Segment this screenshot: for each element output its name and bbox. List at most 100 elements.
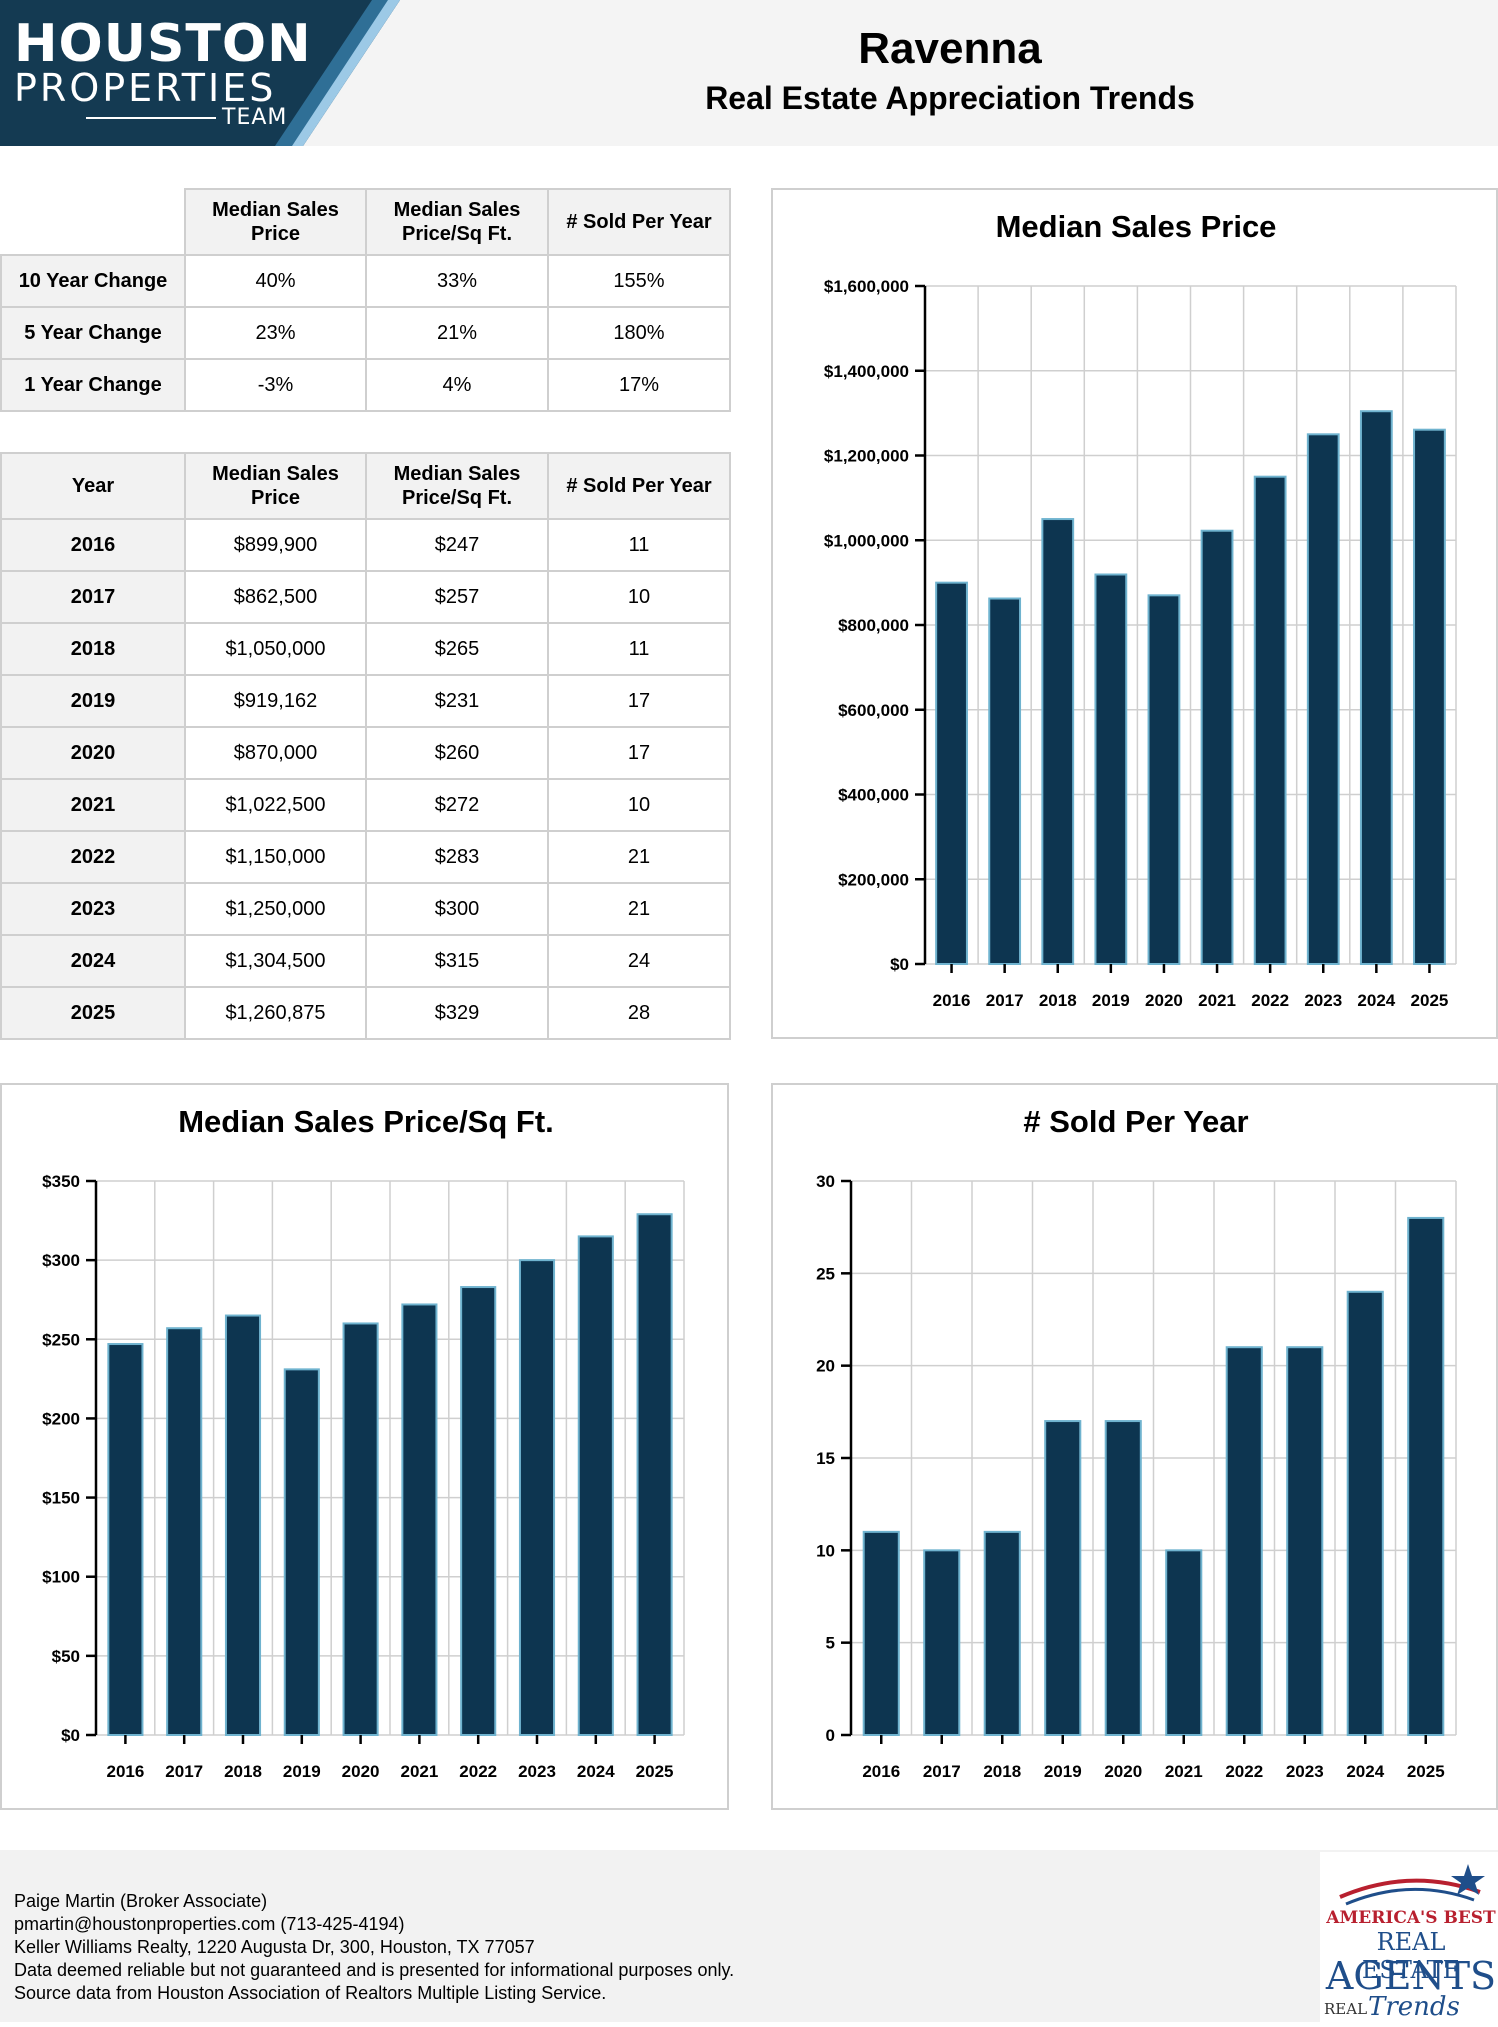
table-cell: 11 xyxy=(547,518,731,572)
table-row: 1 Year Change -3% 4% 17% xyxy=(0,358,731,412)
logo-line-2: PROPERTIES xyxy=(14,66,277,110)
table-row: 2021 $1,022,500 $272 10 xyxy=(0,778,731,832)
x-tick-label: 2019 xyxy=(1044,1762,1082,1781)
table-cell: $315 xyxy=(365,934,549,988)
x-tick-label: 2022 xyxy=(459,1762,497,1781)
row-label: 5 Year Change xyxy=(0,306,186,360)
bar-2025 xyxy=(636,1213,673,1737)
page-subtitle: Real Estate Appreciation Trends xyxy=(705,80,1195,116)
disclaimer: Data deemed reliable but not guaranteed … xyxy=(14,1960,735,1980)
bar-2019 xyxy=(283,1368,320,1736)
year-cell: 2021 xyxy=(0,778,186,832)
year-header-year: Year xyxy=(0,452,186,520)
table-row: 2022 $1,150,000 $283 21 xyxy=(0,830,731,884)
year-cell: 2022 xyxy=(0,830,186,884)
y-tick-label: $800,000 xyxy=(838,616,909,635)
bar-2016 xyxy=(107,1343,144,1736)
y-tick-label: 25 xyxy=(816,1264,835,1283)
table-cell: 10 xyxy=(547,778,731,832)
badge-line-3: AGENTS xyxy=(1325,1954,1497,1998)
bar-2017 xyxy=(988,597,1022,965)
table-cell: $862,500 xyxy=(184,570,367,624)
table-cell: 17 xyxy=(547,726,731,780)
sold-per-year-chart: # Sold Per Year 0 5 10 15 20 25 30 2016 2017 2018 2… xyxy=(771,1083,1498,1810)
y-tick-label: $1,400,000 xyxy=(824,362,909,381)
bar-2023 xyxy=(1306,433,1340,965)
x-tick-label: 2020 xyxy=(1145,991,1183,1010)
x-tick-label: 2021 xyxy=(1198,991,1236,1010)
x-tick-label: 2018 xyxy=(224,1762,262,1781)
bar-2017 xyxy=(923,1549,961,1737)
median-price-chart-svg: Median Sales Price $0 $200,000 $400,000 $600… xyxy=(824,209,1457,1010)
table-cell: 40% xyxy=(184,254,367,308)
year-cell: 2019 xyxy=(0,674,186,728)
chart-title: Median Sales Price/Sq Ft. xyxy=(178,1104,554,1139)
bar-2024 xyxy=(577,1235,614,1736)
x-tick-label: 2022 xyxy=(1225,1762,1263,1781)
x-tick-label: 2017 xyxy=(986,991,1024,1010)
brokerage-address: Keller Williams Realty, 1220 Augusta Dr,… xyxy=(14,1937,535,1957)
x-tick-label: 2024 xyxy=(577,1762,615,1781)
bar-2024 xyxy=(1359,410,1393,965)
x-tick-label: 2021 xyxy=(1165,1762,1203,1781)
x-tick-label: 2018 xyxy=(1039,991,1077,1010)
bar-2017 xyxy=(166,1327,203,1736)
table-cell: $257 xyxy=(365,570,549,624)
y-tick-label: 10 xyxy=(816,1541,835,1560)
year-cell: 2016 xyxy=(0,518,186,572)
bar-2020 xyxy=(1147,594,1181,965)
logo-line-3: TEAM xyxy=(222,105,288,130)
bar-2025 xyxy=(1413,428,1446,965)
americas-best-badge: AMERICA'S BEST REAL ESTATE AGENTS REAL T… xyxy=(1320,1852,1498,2022)
x-tick-label: 2017 xyxy=(923,1762,961,1781)
y-tick-label: 20 xyxy=(816,1357,835,1376)
y-tick-label: 0 xyxy=(826,1726,835,1745)
table-row: 5 Year Change 23% 21% 180% xyxy=(0,306,731,360)
year-header-sqft: Median Sales Price/Sq Ft. xyxy=(365,452,549,520)
logo-line-1: HOUSTON xyxy=(14,14,312,74)
year-header-price: Median Sales Price xyxy=(184,452,367,520)
x-tick-label: 2020 xyxy=(342,1762,380,1781)
x-tick-label: 2023 xyxy=(1286,1762,1324,1781)
y-tick-label: 5 xyxy=(826,1634,835,1653)
x-tick-label: 2025 xyxy=(1407,1762,1445,1781)
x-tick-label: 2020 xyxy=(1104,1762,1142,1781)
table-cell: -3% xyxy=(184,358,367,412)
table-cell: $300 xyxy=(365,882,549,936)
table-row: 2016 $899,900 $247 11 xyxy=(0,518,731,572)
bar-2023 xyxy=(1286,1346,1324,1736)
page-title: Ravenna xyxy=(858,24,1042,73)
table-cell: $1,304,500 xyxy=(184,934,367,988)
x-tick-label: 2023 xyxy=(518,1762,556,1781)
y-tick-label: $200 xyxy=(42,1409,80,1428)
badge-graphic xyxy=(1339,1864,1485,1906)
x-tick-label: 2016 xyxy=(106,1762,144,1781)
table-row: 2020 $870,000 $260 17 xyxy=(0,726,731,780)
badge-line-4: REAL xyxy=(1324,2000,1368,2018)
x-tick-label: 2016 xyxy=(933,991,971,1010)
y-tick-label: $150 xyxy=(42,1489,80,1508)
table-row: 2019 $919,162 $231 17 xyxy=(0,674,731,728)
table-cell: $260 xyxy=(365,726,549,780)
bar-2018 xyxy=(1041,518,1075,965)
table-cell: 21 xyxy=(547,830,731,884)
x-tick-label: 2025 xyxy=(1411,991,1449,1010)
logo-background xyxy=(0,0,400,146)
agent-contact: pmartin@houstonproperties.com (713-425-4… xyxy=(14,1914,405,1934)
y-tick-label: $200,000 xyxy=(838,870,909,889)
bar-2020 xyxy=(1104,1420,1142,1736)
bar-2016 xyxy=(862,1530,900,1736)
table-cell: 10 xyxy=(547,570,731,624)
footer-text: Paige Martin (Broker Associate) pmartin@… xyxy=(14,1890,734,2005)
median-price-chart: Median Sales Price $0 $200,000 $400,000 $600… xyxy=(771,188,1498,1039)
page-footer: Paige Martin (Broker Associate) pmartin@… xyxy=(0,1850,1498,2022)
bar-2025 xyxy=(1407,1216,1445,1736)
badge-line-2: REAL ESTATE xyxy=(1361,1928,1461,1984)
table-cell: 180% xyxy=(547,306,731,360)
bar-2022 xyxy=(1225,1346,1263,1736)
year-table: Year Median Sales Price Median Sales Pri… xyxy=(0,452,731,1040)
y-tick-label: 30 xyxy=(816,1172,835,1191)
table-cell: 24 xyxy=(547,934,731,988)
chart-title: # Sold Per Year xyxy=(1023,1104,1248,1139)
